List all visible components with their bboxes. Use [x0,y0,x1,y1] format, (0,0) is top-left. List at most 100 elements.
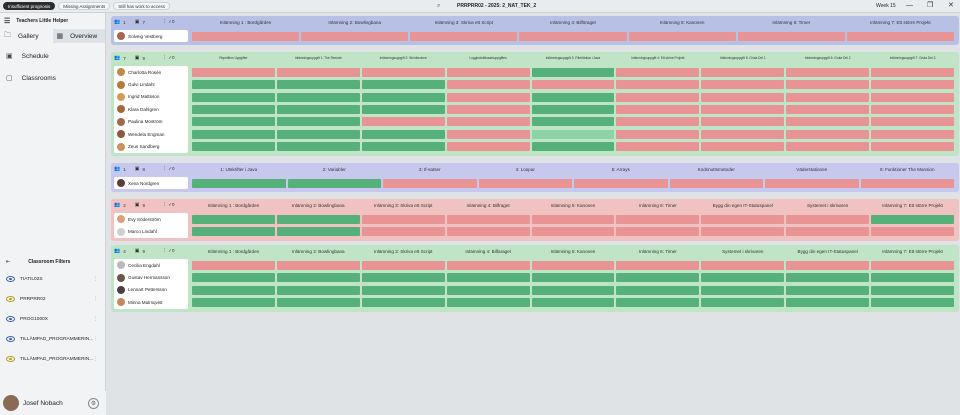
status-cell[interactable] [701,214,785,224]
filter-row[interactable]: TIATIL02S ⋮ [0,269,106,289]
status-cell[interactable] [531,117,615,127]
status-cell[interactable] [531,214,615,224]
student-row[interactable]: Wendela Engman [114,128,188,140]
status-cell[interactable] [786,129,870,139]
status-cell[interactable] [860,178,954,188]
assignment-header[interactable]: 4: Loopar [515,166,535,172]
status-cell[interactable] [361,297,445,307]
status-cell[interactable] [276,285,360,295]
assignment-header[interactable]: Inlämningsuppgift 7: Gruta Del 3 [889,56,936,60]
assignment-header[interactable]: Inlämning 3: Skriva ett Script [373,202,433,208]
status-cell[interactable] [701,227,785,237]
student-row[interactable]: Zeus Sandberg [114,140,188,152]
student-row[interactable]: Lennart Pettersson [114,284,188,296]
assignment-header[interactable]: Inlämning 1 : Bordgården [207,202,260,208]
filter-row[interactable]: PRRPRR02 ⋮ [0,289,106,309]
status-cell[interactable] [446,104,530,114]
status-cell[interactable] [276,117,360,127]
filter-icon[interactable]: ⇤ [6,259,11,265]
status-cell[interactable] [192,31,300,41]
status-cell[interactable] [192,129,275,139]
nav-schedule[interactable]: ▣ Schedule [0,45,105,67]
status-cell[interactable] [701,67,785,77]
status-cell[interactable] [701,142,785,152]
status-cell[interactable] [531,80,615,90]
assignment-header[interactable]: Inlämning 1 : Bordgården [207,248,260,254]
status-cell[interactable] [276,297,360,307]
status-cell[interactable] [786,260,870,270]
status-cell[interactable] [871,117,954,127]
status-cell[interactable] [276,104,360,114]
eye-icon[interactable] [6,296,15,302]
user-profile[interactable]: Josef Nobach ⚙ [0,391,106,415]
assignment-header[interactable]: Repetition Uppgifter [219,56,248,60]
status-cell[interactable] [446,129,530,139]
eye-icon[interactable] [6,276,15,282]
assignment-header[interactable]: 5: Arrays [611,166,630,172]
student-row[interactable]: Paulina Moström [114,116,188,128]
status-cell[interactable] [410,31,518,41]
status-cell[interactable] [701,80,785,90]
status-cell[interactable] [446,297,530,307]
more-options-icon[interactable]: ⋮ [93,356,98,362]
status-cell[interactable] [871,142,954,152]
status-cell[interactable] [616,117,700,127]
assignment-header[interactable]: Väderstationen [796,166,828,172]
assignment-header[interactable]: Inlämning 2: Bowlingbana [328,19,382,25]
more-options-icon[interactable]: ⋮ [93,276,98,282]
filter-chip-still-work[interactable]: Still has work to access [113,2,171,10]
status-cell[interactable] [616,227,700,237]
status-cell[interactable] [786,142,870,152]
status-cell[interactable] [616,214,700,224]
status-cell[interactable] [701,129,785,139]
status-cell[interactable] [383,178,477,188]
assignment-header[interactable]: Inlämning 6: Timer [638,202,677,208]
tab-gallery[interactable]: 🗀 Gallery [0,29,53,43]
assignment-header[interactable]: Inlämningsuppgift 4: Ett större Projekt [631,56,685,60]
status-cell[interactable] [871,285,954,295]
student-row[interactable]: Evy Söderström [114,213,188,225]
status-cell[interactable] [446,227,530,237]
status-cell[interactable] [616,260,700,270]
status-cell[interactable] [669,178,763,188]
assignment-header[interactable]: Inlämning 1 : Bordgården [219,19,272,25]
student-row[interactable]: Marco Lindahl [114,225,188,237]
status-cell[interactable] [786,227,870,237]
eye-icon[interactable] [6,356,15,362]
status-cell[interactable] [628,31,736,41]
assignment-header[interactable]: Systemet i skrivaren [806,202,849,208]
assignment-header[interactable]: Inlämning 3: Skriva ett Script [434,19,494,25]
status-cell[interactable] [701,285,785,295]
status-cell[interactable] [361,129,445,139]
status-cell[interactable] [531,129,615,139]
status-cell[interactable] [361,227,445,237]
status-cell[interactable] [737,31,845,41]
assignment-header[interactable]: Inlämning 7: Ett större Projekt [870,19,931,25]
assignment-header[interactable]: Inlämning 4: Bilfraget [466,202,510,208]
student-row[interactable]: Cecilia Engdahl [114,259,188,271]
status-cell[interactable] [616,273,700,283]
status-cell[interactable] [786,92,870,102]
status-cell[interactable] [446,117,530,127]
status-cell[interactable] [786,67,870,77]
assignment-header[interactable]: Inlämning 7: Ett större Projekt [882,202,943,208]
assignment-header[interactable]: Inlämning 5: Kanonen [659,19,705,25]
assignment-header[interactable]: 6: Funktioner The Mansion [879,166,935,172]
status-cell[interactable] [276,80,360,90]
filter-chip-missing[interactable]: Missing Assignments [58,2,111,10]
search-icon[interactable]: ⌕ [437,3,441,9]
status-cell[interactable] [192,104,275,114]
status-cell[interactable] [192,227,275,237]
status-cell[interactable] [361,92,445,102]
status-cell[interactable] [531,92,615,102]
status-cell[interactable] [846,31,954,41]
filter-row[interactable]: TILLÄMPAD_PROGRAMMERIN... ⋮ [0,349,106,369]
assignment-header[interactable]: Inlämning 6: Timer [638,248,677,254]
status-cell[interactable] [701,104,785,114]
status-cell[interactable] [574,178,668,188]
status-cell[interactable] [616,285,700,295]
more-options-icon[interactable]: ⋮ [93,336,98,342]
status-cell[interactable] [446,142,530,152]
settings-icon[interactable]: ⚙ [88,397,99,409]
status-cell[interactable] [192,260,275,270]
